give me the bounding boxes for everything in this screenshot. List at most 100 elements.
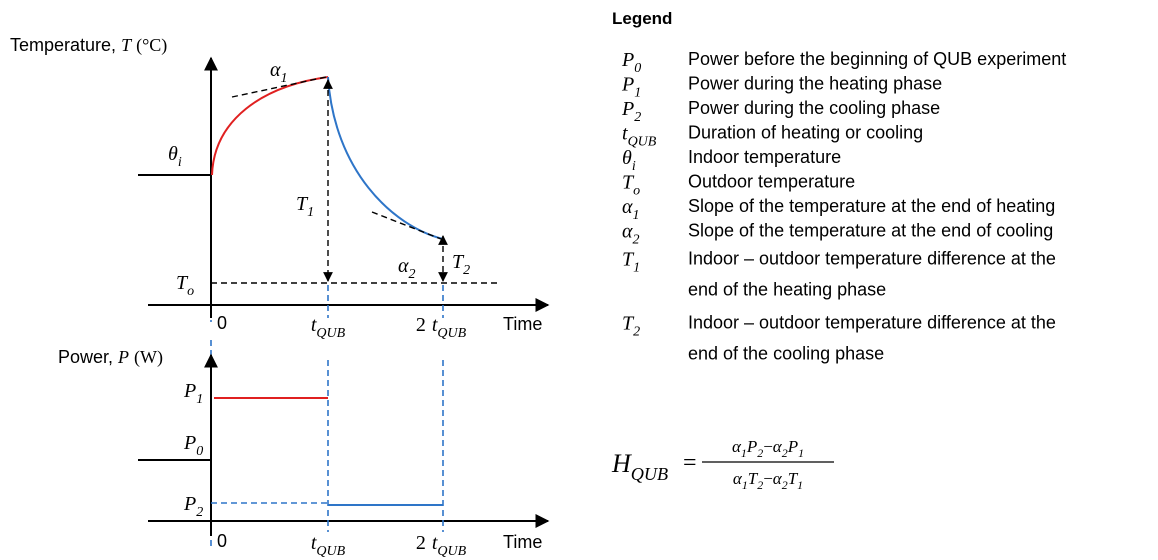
subscript: 1 — [307, 205, 314, 220]
operator: − — [763, 469, 773, 488]
legend-title: Legend — [612, 9, 672, 28]
subscript: QUB — [316, 544, 345, 559]
subscript: o — [187, 284, 194, 299]
subscript: o — [633, 184, 640, 199]
legend-description: Slope of the temperature at the end of c… — [688, 221, 1053, 241]
legend-symbol: T2 — [622, 313, 640, 340]
x-tick-label: tQUB — [311, 314, 346, 341]
subscript: 2 — [463, 263, 470, 278]
symbol: T — [176, 272, 189, 294]
plot-label: P1 — [183, 380, 203, 407]
tangent — [231, 76, 327, 98]
subscript: 0 — [634, 61, 641, 76]
symbol: T — [748, 469, 759, 488]
symbol: α — [773, 437, 783, 456]
symbol: α — [270, 59, 281, 81]
subscript: 1 — [281, 71, 288, 86]
symbol: P — [183, 432, 196, 454]
legend-description: end of the heating phase — [688, 280, 886, 300]
legend-description: Outdoor temperature — [688, 172, 855, 192]
symbol: H — [611, 449, 632, 478]
symbol: T — [622, 249, 635, 271]
symbol: P — [746, 437, 757, 456]
subscript: QUB — [628, 135, 657, 150]
temperature-plot — [138, 56, 550, 322]
symbol: α — [622, 221, 633, 243]
symbol: P — [787, 437, 798, 456]
plot-label: T2 — [452, 251, 470, 278]
legend-description: Power during the cooling phase — [688, 98, 940, 118]
legend-description: Duration of heating or cooling — [688, 123, 923, 143]
symbol: P — [183, 380, 196, 402]
subscript: 2 — [633, 233, 640, 248]
legend-symbol: α1 — [622, 196, 640, 223]
axis-label-unit: (°C) — [136, 35, 167, 56]
legend-symbol: α2 — [622, 221, 640, 248]
axis-label-unit: (W) — [134, 347, 163, 368]
x-tick-label: 0 — [217, 531, 227, 551]
subscript: 1 — [196, 392, 203, 407]
symbol: t — [311, 532, 317, 554]
subscript: i — [632, 159, 636, 174]
symbol: t — [432, 314, 438, 336]
prefix: 2 — [416, 532, 426, 554]
plot-label: T1 — [296, 193, 314, 220]
legend-description: Slope of the temperature at the end of h… — [688, 196, 1055, 216]
symbol: T — [622, 172, 635, 194]
subscript: 2 — [782, 446, 788, 460]
x-tick-label: 2 tQUB — [416, 314, 467, 341]
subscript: QUB — [631, 464, 668, 484]
formula-denominator: α1T2−α2T1 — [733, 469, 803, 492]
symbol: α — [733, 469, 743, 488]
symbol: α — [398, 255, 409, 277]
symbol: t — [622, 123, 628, 145]
legend-symbol: P1 — [621, 74, 641, 101]
symbol: θ — [622, 147, 632, 169]
power-plot — [138, 340, 550, 550]
subscript: 1 — [633, 208, 640, 223]
subscript: i — [178, 155, 182, 170]
plot-label: P0 — [183, 432, 203, 459]
subscript: 1 — [797, 478, 803, 492]
symbol: α — [622, 196, 633, 218]
axis-label: Temperature, T (°C) — [10, 35, 167, 56]
symbol: α — [732, 437, 742, 456]
legend-description: Power during the heating phase — [688, 74, 942, 94]
axis-label: Power, P (W) — [58, 347, 163, 368]
prefix: 2 — [416, 314, 426, 336]
operator: − — [763, 437, 773, 456]
subscript: 2 — [634, 110, 641, 125]
formula-equals: = — [683, 450, 697, 476]
symbol: t — [311, 314, 317, 336]
symbol: θ — [168, 143, 178, 165]
symbol: T — [788, 469, 799, 488]
legend-symbol: P2 — [621, 98, 641, 125]
axis-label-text: Power, — [58, 347, 113, 367]
symbol: T — [622, 313, 635, 335]
formula-numerator: α1P2−α2P1 — [732, 437, 804, 460]
subscript: 1 — [741, 446, 747, 460]
subscript: 2 — [757, 446, 763, 460]
axis-label-symbol: P — [117, 347, 129, 367]
symbol: P — [621, 74, 634, 96]
subscript: 2 — [757, 478, 763, 492]
symbol: P — [183, 493, 196, 515]
symbol: α — [773, 469, 783, 488]
subscript: 1 — [633, 261, 640, 276]
subscript: 2 — [782, 478, 788, 492]
subscript: QUB — [437, 326, 466, 341]
formula-lhs: HQUB — [611, 449, 668, 484]
plot-label: To — [176, 272, 194, 299]
symbol: T — [452, 251, 465, 273]
plot-label: α1 — [270, 59, 288, 86]
legend-description: Indoor – outdoor temperature difference … — [688, 249, 1056, 269]
subscript: 1 — [798, 446, 804, 460]
heating-curve — [211, 76, 329, 176]
legend-symbol: tQUB — [622, 123, 657, 150]
x-tick-label: 0 — [217, 313, 227, 333]
x-tick-label: 2 tQUB — [416, 532, 467, 559]
subscript: 0 — [196, 444, 203, 459]
subscript: 2 — [196, 505, 203, 520]
plot-label: α2 — [398, 255, 416, 282]
